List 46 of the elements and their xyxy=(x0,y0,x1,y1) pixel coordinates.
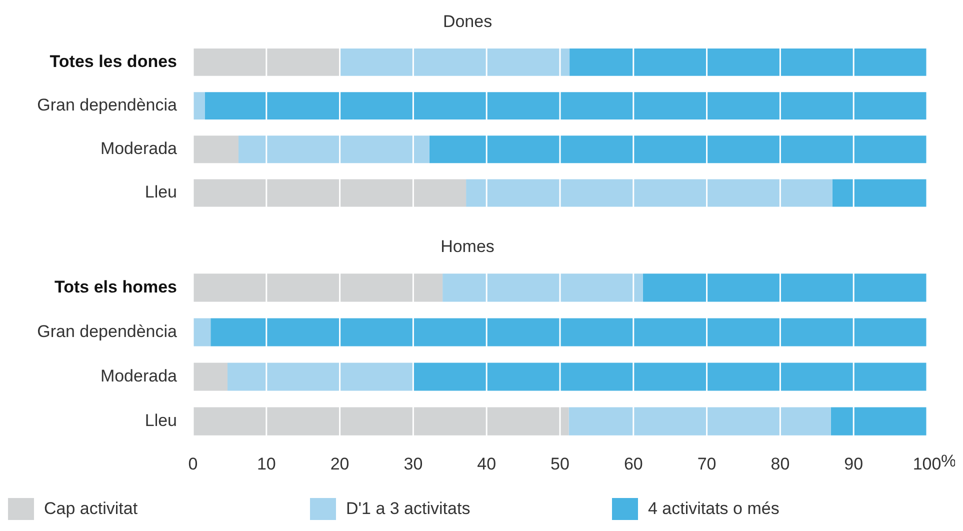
bar xyxy=(832,179,927,207)
x-tick-label: 20 xyxy=(330,454,350,474)
x-tick-label: 0 xyxy=(188,454,198,474)
bar xyxy=(429,136,927,164)
y-tick-label: Lleu xyxy=(144,411,177,430)
y-tick-label: Moderada xyxy=(100,139,178,158)
bar xyxy=(204,92,927,120)
legend-label: 4 activitats o més xyxy=(648,499,780,519)
x-tick-label: 40 xyxy=(477,454,496,474)
y-tick-label: Tots els homes xyxy=(54,277,177,296)
x-tick-label: 90 xyxy=(844,454,864,474)
bar xyxy=(193,318,211,346)
chart-title: Dones xyxy=(442,12,492,31)
legend-label: Cap activitat xyxy=(44,499,138,519)
bar xyxy=(466,179,832,207)
y-tick-label: Gran dependència xyxy=(37,95,178,114)
bar xyxy=(193,407,569,436)
y-tick-label: Lleu xyxy=(144,182,177,202)
bar xyxy=(412,362,927,391)
bar xyxy=(210,318,927,346)
bar xyxy=(193,362,228,391)
bar xyxy=(340,48,570,76)
x-tick-label: 10 xyxy=(256,454,276,474)
y-tick-label: Moderada xyxy=(100,366,178,386)
bar xyxy=(193,274,443,302)
x-tick-label: 50 xyxy=(550,454,570,474)
x-tick-label: 60 xyxy=(624,454,643,474)
bar xyxy=(193,179,466,207)
bar xyxy=(642,274,927,302)
legend-label: D'1 a 3 activitats xyxy=(346,499,470,519)
bar xyxy=(570,48,927,76)
y-tick-label: Totes les dones xyxy=(50,52,177,71)
bar xyxy=(238,136,430,164)
bar xyxy=(568,407,831,436)
bar xyxy=(442,274,643,302)
x-tick-label: 30 xyxy=(404,454,423,474)
bar xyxy=(830,407,927,436)
y-tick-label: Gran dependència xyxy=(37,322,178,341)
bar xyxy=(193,48,340,76)
chart-title: Homes xyxy=(440,236,494,256)
x-tick-label: 100 xyxy=(912,454,942,474)
x-tick-label: 80 xyxy=(770,454,790,474)
x-tick-label: 70 xyxy=(697,454,716,474)
bar xyxy=(228,362,412,391)
bar xyxy=(193,92,205,120)
bar xyxy=(193,136,239,164)
